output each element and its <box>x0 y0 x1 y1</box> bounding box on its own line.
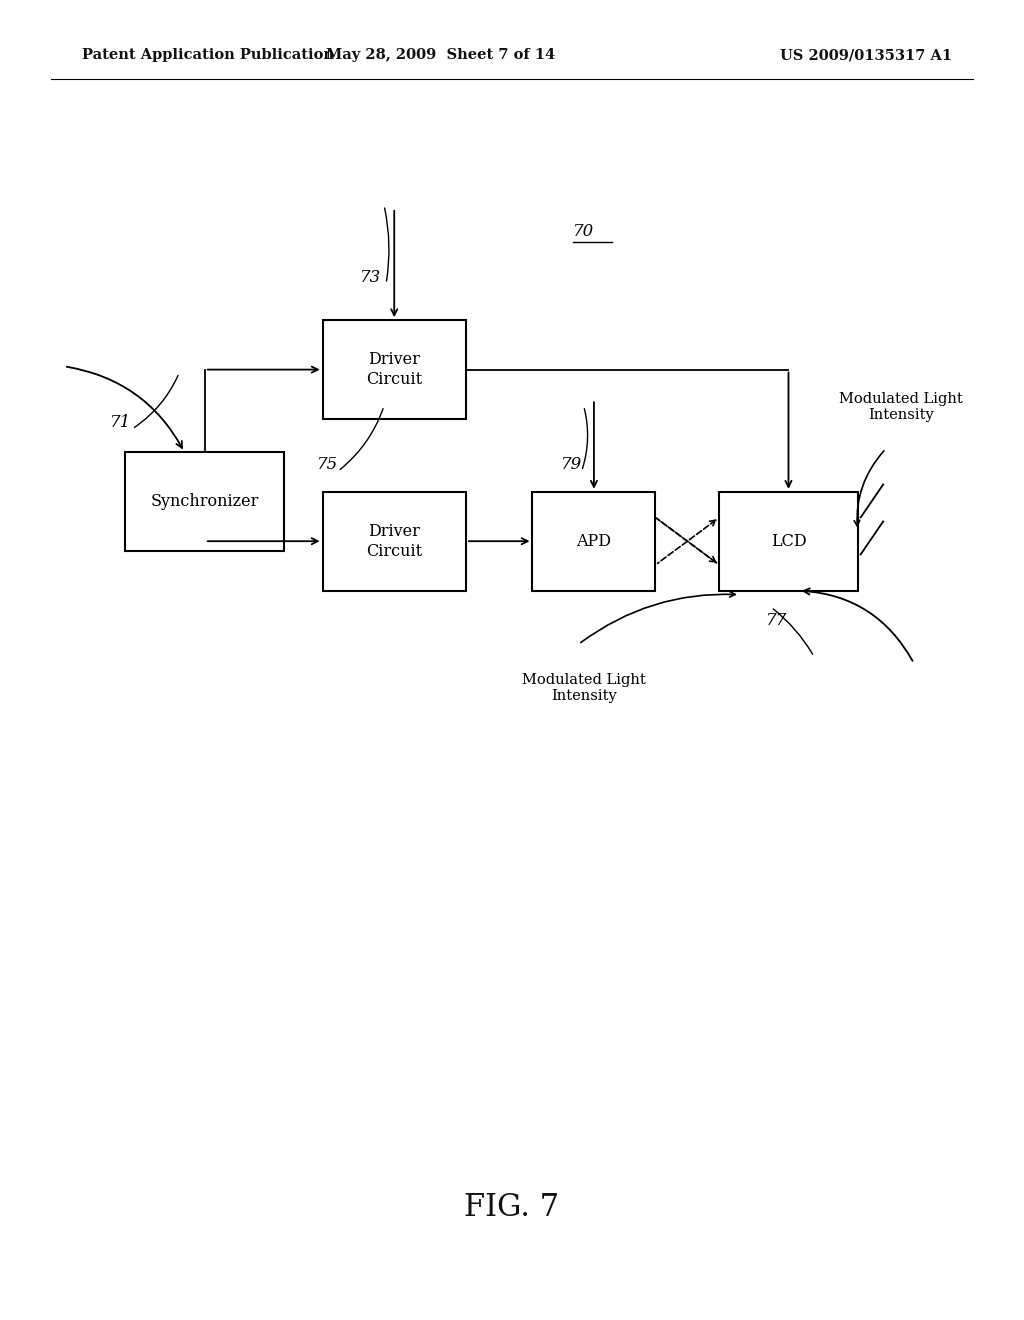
Text: May 28, 2009  Sheet 7 of 14: May 28, 2009 Sheet 7 of 14 <box>326 49 555 62</box>
Bar <box>126 453 285 552</box>
Bar <box>323 321 466 420</box>
Bar <box>323 492 466 591</box>
Text: FIG. 7: FIG. 7 <box>465 1192 559 1224</box>
Text: Driver
Circuit: Driver Circuit <box>367 351 422 388</box>
Text: Patent Application Publication: Patent Application Publication <box>82 49 334 62</box>
Text: 75: 75 <box>317 457 339 473</box>
Bar <box>532 492 655 591</box>
Text: 70: 70 <box>573 223 595 239</box>
Text: Modulated Light
Intensity: Modulated Light Intensity <box>522 673 645 704</box>
Text: Driver
Circuit: Driver Circuit <box>367 523 422 560</box>
Text: LCD: LCD <box>771 533 806 549</box>
Text: 77: 77 <box>766 612 787 628</box>
Text: 73: 73 <box>360 269 382 285</box>
Text: APD: APD <box>577 533 611 549</box>
Bar <box>719 492 858 591</box>
Text: Synchronizer: Synchronizer <box>151 494 259 510</box>
Text: Modulated Light
Intensity: Modulated Light Intensity <box>840 392 963 422</box>
Text: US 2009/0135317 A1: US 2009/0135317 A1 <box>780 49 952 62</box>
Text: 79: 79 <box>561 457 583 473</box>
Text: 71: 71 <box>110 414 131 430</box>
